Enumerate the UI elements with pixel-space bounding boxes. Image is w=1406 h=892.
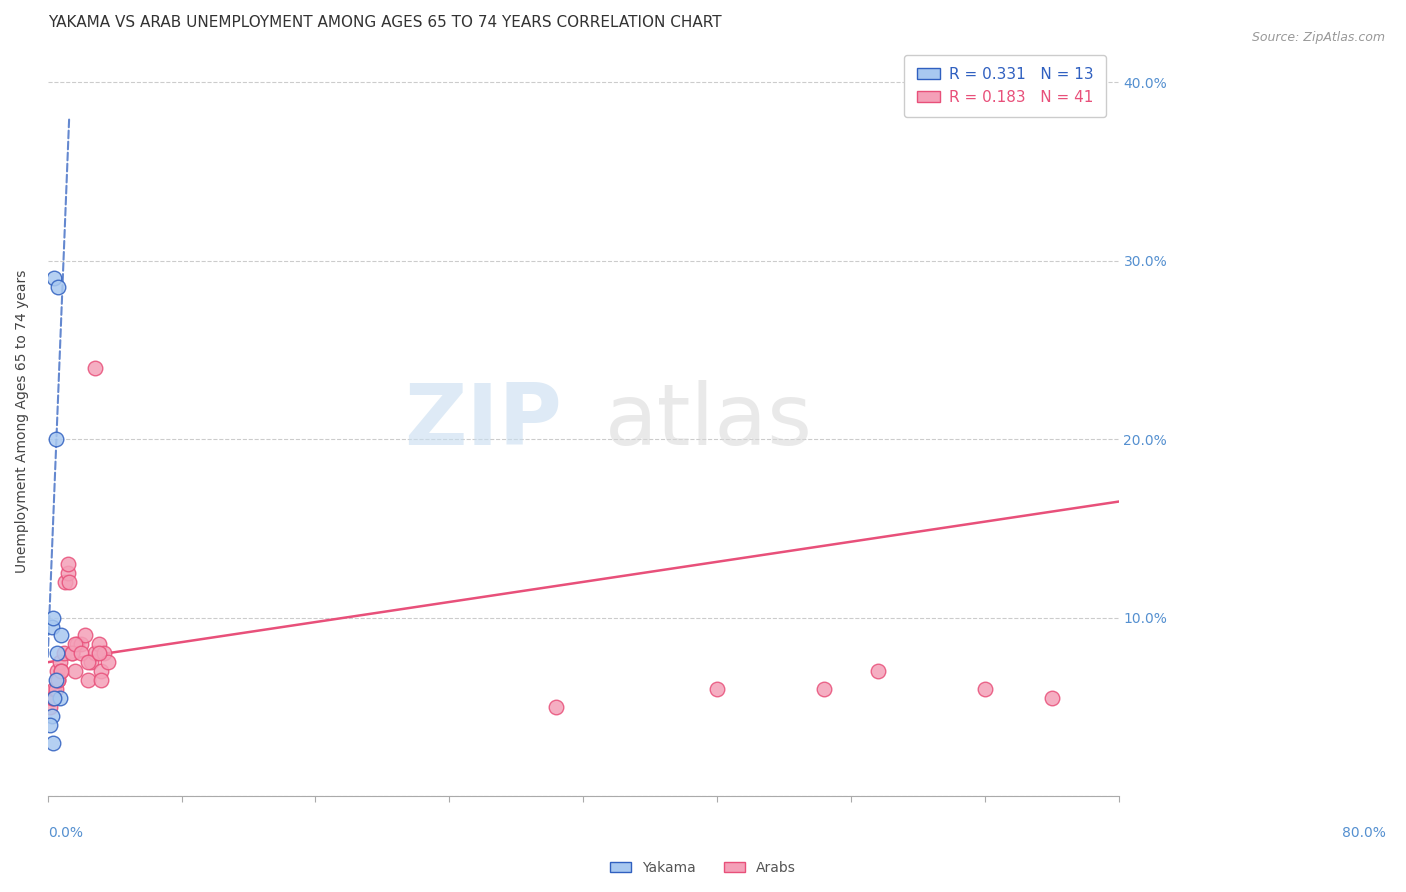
Point — [60, 646, 83, 660]
Point — [87, 646, 110, 660]
Point — [45, 673, 67, 687]
Point — [44, 690, 66, 705]
Point — [49, 628, 72, 642]
Point — [70, 646, 93, 660]
Point — [45, 432, 67, 446]
Legend: R = 0.331   N = 13, R = 0.183   N = 41: R = 0.331 N = 13, R = 0.183 N = 41 — [904, 54, 1105, 117]
Point — [46, 646, 69, 660]
Text: atlas: atlas — [605, 380, 813, 463]
Y-axis label: Unemployment Among Ages 65 to 74 years: Unemployment Among Ages 65 to 74 years — [15, 269, 30, 573]
Point — [1040, 690, 1063, 705]
Text: ZIP: ZIP — [404, 380, 562, 463]
Point — [48, 280, 70, 294]
Point — [41, 690, 63, 705]
Point — [42, 690, 65, 705]
Point — [58, 574, 80, 589]
Point — [90, 664, 112, 678]
Point — [60, 646, 83, 660]
Point — [42, 610, 65, 624]
Point — [39, 717, 62, 731]
Point — [866, 664, 889, 678]
Point — [93, 646, 115, 660]
Legend: Yakama, Arabs: Yakama, Arabs — [605, 855, 801, 880]
Point — [973, 681, 995, 696]
Point — [44, 271, 66, 285]
Text: 0.0%: 0.0% — [48, 826, 83, 840]
Text: Source: ZipAtlas.com: Source: ZipAtlas.com — [1251, 31, 1385, 45]
Point — [52, 646, 75, 660]
Point — [39, 699, 62, 714]
Point — [56, 557, 79, 571]
Point — [77, 655, 100, 669]
Point — [63, 664, 86, 678]
Point — [97, 655, 120, 669]
Point — [813, 681, 835, 696]
Point — [44, 681, 66, 696]
Point — [83, 646, 105, 660]
Point — [49, 690, 72, 705]
Point — [79, 655, 101, 669]
Point — [53, 574, 76, 589]
Point — [41, 619, 63, 633]
Text: YAKAMA VS ARAB UNEMPLOYMENT AMONG AGES 65 TO 74 YEARS CORRELATION CHART: YAKAMA VS ARAB UNEMPLOYMENT AMONG AGES 6… — [48, 15, 721, 30]
Point — [706, 681, 728, 696]
Point — [83, 360, 105, 375]
Point — [90, 673, 112, 687]
Point — [49, 655, 72, 669]
Point — [63, 637, 86, 651]
Point — [70, 637, 93, 651]
Point — [42, 735, 65, 749]
Point — [49, 664, 72, 678]
Point — [77, 673, 100, 687]
Point — [56, 566, 79, 580]
Point — [49, 664, 72, 678]
Text: 80.0%: 80.0% — [1343, 826, 1386, 840]
Point — [87, 637, 110, 651]
Point — [48, 673, 70, 687]
Point — [75, 628, 97, 642]
Point — [41, 708, 63, 723]
Point — [48, 673, 70, 687]
Point — [546, 699, 568, 714]
Point — [45, 681, 67, 696]
Point — [66, 637, 89, 651]
Point — [46, 664, 69, 678]
